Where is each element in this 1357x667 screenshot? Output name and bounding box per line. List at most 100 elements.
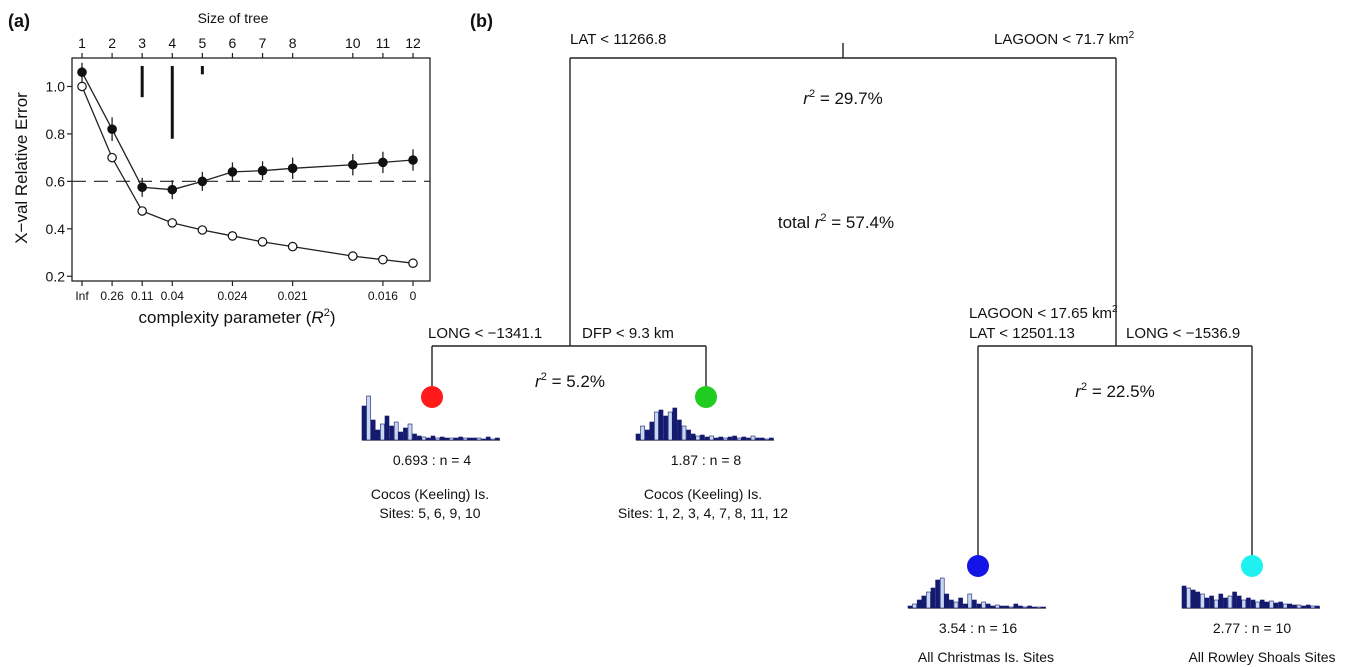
histogram-bar bbox=[1018, 605, 1023, 609]
histogram-bar bbox=[481, 438, 486, 441]
leaf-1-histogram bbox=[361, 395, 500, 441]
histogram-bar bbox=[384, 415, 390, 441]
histogram-bar bbox=[366, 395, 371, 441]
histogram-bar bbox=[976, 603, 982, 609]
histogram-bar bbox=[1227, 595, 1233, 609]
histogram-bar bbox=[930, 587, 936, 609]
histogram-bar bbox=[995, 604, 1000, 609]
histogram-bar bbox=[690, 433, 696, 441]
bottom-tick-label: 0.021 bbox=[278, 289, 308, 303]
resubstitution-error-point bbox=[197, 225, 208, 235]
histogram-bar bbox=[1269, 600, 1274, 609]
histogram-bar bbox=[1195, 591, 1201, 609]
y-tick-label: 0.8 bbox=[46, 126, 66, 142]
root-right-split-label: LAGOON < 71.7 km2 bbox=[994, 30, 1135, 48]
histogram-bar bbox=[453, 437, 459, 441]
leaf-1-stat: 0.693 : n = 4 bbox=[393, 452, 471, 468]
panel-a-label: (a) bbox=[8, 11, 30, 31]
y-tick-label: 0.6 bbox=[46, 173, 66, 189]
histogram-bar bbox=[1310, 605, 1316, 609]
left-right-split-label: DFP < 9.3 km bbox=[582, 325, 674, 342]
histogram-bar bbox=[718, 436, 724, 441]
histogram-bar bbox=[769, 437, 774, 441]
resubstitution-error-point bbox=[257, 237, 268, 247]
resubstitution-error-point bbox=[107, 152, 117, 163]
histogram-bar bbox=[736, 437, 742, 441]
leaf-3-stat: 3.54 : n = 16 bbox=[939, 620, 1017, 636]
resubstitution-error-point bbox=[348, 251, 358, 261]
histogram-bar bbox=[430, 435, 436, 441]
histogram-bar bbox=[635, 433, 641, 441]
resubstitution-error-point bbox=[287, 241, 298, 252]
resubstitution-error-point bbox=[378, 254, 388, 265]
cv-error-point bbox=[287, 163, 298, 174]
leaf-1-desc-2: Sites: 5, 6, 9, 10 bbox=[379, 505, 480, 521]
leaf-2-desc-1: Cocos (Keeling) Is. bbox=[644, 486, 762, 502]
histogram-bar bbox=[741, 436, 747, 441]
histogram-bar bbox=[755, 437, 760, 441]
histogram-bar bbox=[1259, 599, 1265, 609]
histogram-bar bbox=[476, 437, 482, 441]
y-axis-title: X−val Relative Error bbox=[12, 92, 31, 244]
leaf-3-desc-1: All Christmas Is. Sites bbox=[918, 649, 1054, 665]
resubstitution-error-point bbox=[408, 258, 418, 269]
histogram-bar bbox=[672, 407, 678, 441]
bottom-tick-label: Inf bbox=[75, 289, 89, 303]
histogram-bar bbox=[1200, 593, 1205, 609]
total-r2-label: total r2 = 57.4% bbox=[778, 212, 894, 232]
histogram-bar bbox=[935, 579, 940, 609]
histogram-bar bbox=[1241, 599, 1247, 609]
top-tick-label: 8 bbox=[289, 35, 297, 51]
histogram-bar bbox=[912, 603, 917, 609]
histogram-bar bbox=[439, 436, 445, 441]
histogram-bar bbox=[681, 425, 687, 441]
histogram-bar bbox=[1190, 589, 1196, 609]
top-tick-label: 5 bbox=[198, 35, 206, 51]
histogram-bar bbox=[412, 433, 417, 441]
histogram-bar bbox=[944, 593, 950, 609]
histogram-bar bbox=[1013, 603, 1019, 609]
histogram-bar bbox=[663, 415, 668, 441]
right-split-label-2: LAT < 12501.13 bbox=[969, 325, 1075, 342]
left-r2-label: r2 = 5.2% bbox=[535, 371, 605, 391]
histogram-bar bbox=[921, 595, 927, 609]
histogram-bar bbox=[1036, 606, 1042, 609]
histogram-bar bbox=[981, 601, 986, 609]
leaf-2-stat: 1.87 : n = 8 bbox=[671, 452, 742, 468]
histogram-bar bbox=[990, 605, 996, 609]
histogram-bar bbox=[472, 437, 477, 441]
histogram-bar bbox=[644, 429, 650, 441]
histogram-bar bbox=[449, 437, 454, 441]
histogram-bar bbox=[727, 436, 733, 441]
cv-error-point bbox=[137, 182, 147, 193]
histogram-bar bbox=[967, 593, 973, 609]
histogram-bar bbox=[654, 411, 659, 441]
histogram-bar bbox=[709, 435, 714, 441]
histogram-bar bbox=[393, 421, 399, 441]
cv-error-point bbox=[408, 155, 418, 165]
histogram-bar bbox=[723, 437, 728, 441]
histogram-bar bbox=[1218, 593, 1224, 609]
histogram-bar bbox=[713, 437, 719, 441]
bottom-tick-label: 0.11 bbox=[131, 289, 154, 303]
bottom-tick-label: 0.04 bbox=[161, 289, 185, 303]
leaf-2-desc-2: Sites: 1, 2, 3, 4, 7, 8, 11, 12 bbox=[618, 505, 788, 521]
histogram-bar bbox=[485, 436, 491, 441]
histogram-bar bbox=[389, 425, 394, 441]
leaf-2-histogram bbox=[635, 407, 774, 441]
histogram-bar bbox=[953, 601, 959, 609]
histogram-bar bbox=[1223, 597, 1228, 609]
histogram-bar bbox=[746, 437, 751, 441]
cv-error-point bbox=[77, 67, 87, 78]
leaf-4-desc-1: All Rowley Shoals Sites bbox=[1188, 649, 1335, 665]
bottom-tick-label: 0.016 bbox=[368, 289, 398, 303]
histogram-bar bbox=[416, 435, 422, 441]
right-right-split-label: LONG < −1536.9 bbox=[1126, 325, 1240, 342]
cv-error-point bbox=[227, 167, 238, 177]
histogram-bar bbox=[704, 436, 710, 441]
histogram-bar bbox=[1292, 604, 1297, 609]
histogram-bar bbox=[1278, 601, 1283, 609]
histogram-bar bbox=[398, 431, 404, 441]
histogram-bar bbox=[421, 436, 427, 441]
